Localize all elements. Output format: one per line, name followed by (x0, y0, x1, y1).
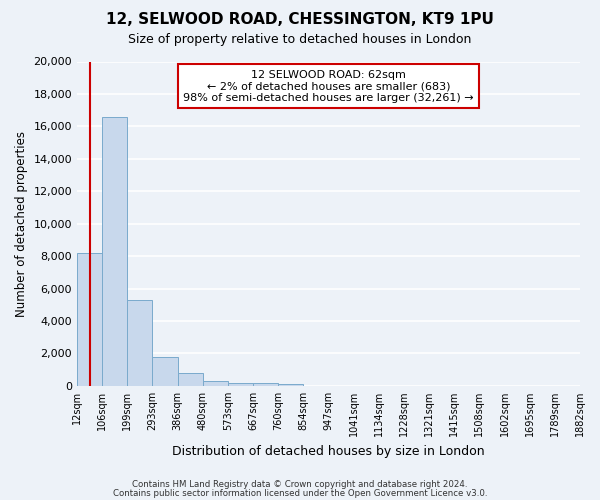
Bar (228, 382, 253, 386)
X-axis label: Distribution of detached houses by size in London: Distribution of detached houses by size … (172, 444, 485, 458)
Text: 12, SELWOOD ROAD, CHESSINGTON, KT9 1PU: 12, SELWOOD ROAD, CHESSINGTON, KT9 1PU (106, 12, 494, 28)
Text: Contains HM Land Registry data © Crown copyright and database right 2024.: Contains HM Land Registry data © Crown c… (132, 480, 468, 489)
Text: 12 SELWOOD ROAD: 62sqm
← 2% of detached houses are smaller (683)
98% of semi-det: 12 SELWOOD ROAD: 62sqm ← 2% of detached … (183, 70, 474, 103)
Bar (77, 253, 102, 386)
Bar (278, 384, 304, 386)
Text: Contains public sector information licensed under the Open Government Licence v3: Contains public sector information licen… (113, 488, 487, 498)
Y-axis label: Number of detached properties: Number of detached properties (15, 130, 28, 316)
Text: Size of property relative to detached houses in London: Size of property relative to detached ho… (128, 32, 472, 46)
Bar (203, 381, 228, 386)
Bar (152, 356, 178, 386)
Bar (127, 300, 152, 386)
Bar (253, 384, 278, 386)
Bar (178, 373, 203, 386)
Bar (102, 116, 127, 386)
